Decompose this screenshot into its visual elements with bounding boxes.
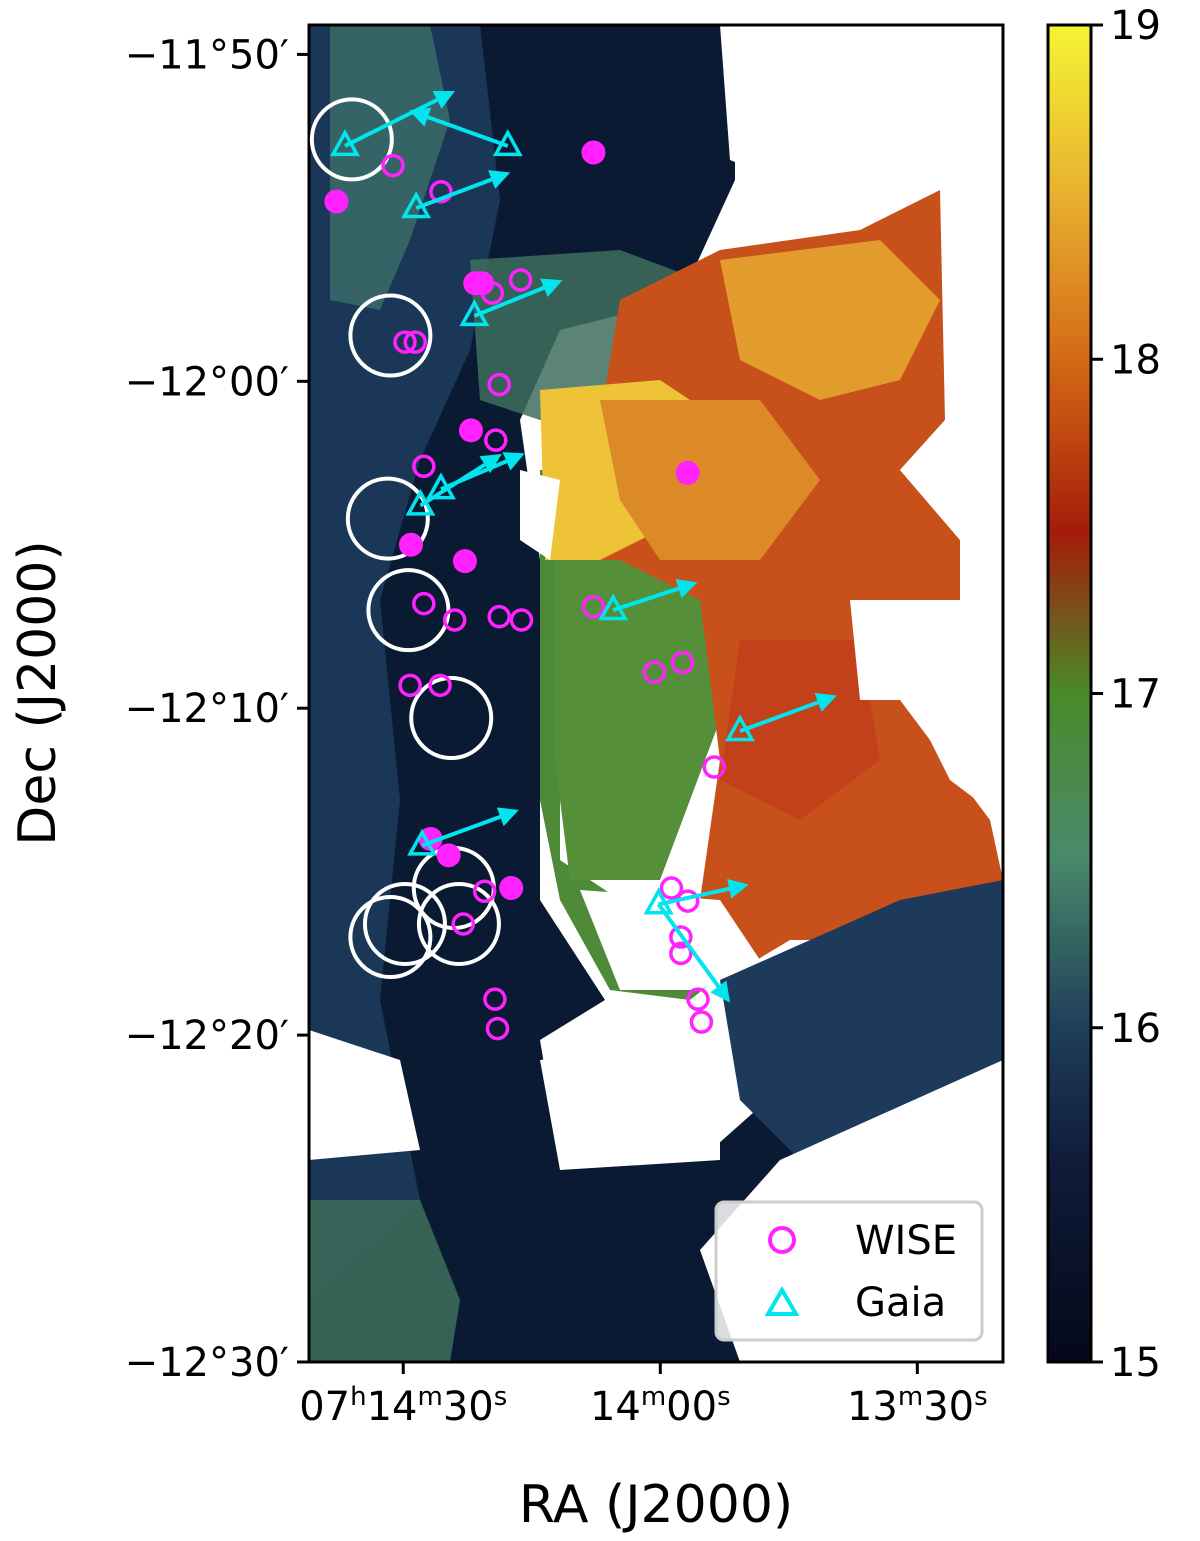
plot-frame [307, 23, 1005, 1364]
y-tick-label-4: −12°30′ [125, 1340, 289, 1386]
white-circle-1 [348, 293, 433, 378]
wise-source-10 [442, 608, 467, 632]
filled-source-4 [458, 418, 483, 443]
gaia-source-6 [598, 593, 629, 621]
y-axis-title: Dec (J2000) [8, 540, 68, 845]
legend-gaia-marker [764, 1286, 800, 1316]
white-circle-8 [348, 895, 433, 980]
colorbar-gradient [1048, 25, 1091, 1362]
wise-source-1 [429, 179, 453, 204]
y-tick-label-2: −12°10′ [125, 686, 289, 732]
wise-source-2 [508, 268, 533, 292]
wise-source-26 [485, 1016, 510, 1041]
white-circle-0 [309, 97, 394, 182]
gaia-source-10 [643, 887, 674, 915]
wise-source-15 [670, 650, 695, 675]
y-tick-label-0: −11°50′ [125, 32, 289, 78]
legend-box [714, 1200, 984, 1342]
colorbar-tick-label-2: 17 [1110, 672, 1161, 718]
gaia-proper-motion-arrow-7 [739, 693, 837, 733]
wise-source-0 [381, 153, 405, 178]
gaia-proper-motion-arrow-6 [612, 579, 698, 613]
wise-source-16 [398, 673, 422, 698]
wise-source-4 [393, 330, 417, 354]
white-circle-6 [416, 881, 501, 966]
wise-source-28 [689, 1010, 714, 1034]
legend: WISE Gaia [714, 1200, 984, 1342]
gaia-proper-motion-arrow-5 [440, 452, 525, 492]
wise-source-8 [412, 454, 436, 479]
gaia-source-3 [459, 299, 490, 327]
gaia-source-5 [425, 472, 456, 500]
filled-source-7 [452, 549, 477, 574]
wise-source-11 [487, 604, 511, 629]
wise-source-13 [581, 595, 606, 619]
colorbar-tick-label-3: 18 [1110, 337, 1161, 383]
gaia-source-7 [724, 714, 755, 742]
gaia-source-8 [407, 828, 438, 856]
gaia-proper-motion-arrow-8 [421, 807, 519, 848]
gaia-proper-motion-arrow-10 [656, 903, 731, 1003]
filled-source-6 [398, 532, 423, 557]
x-axis-title: RA (J2000) [519, 1475, 793, 1535]
filled-source-9 [436, 843, 461, 868]
wise-source-18 [702, 755, 727, 779]
gaia-proper-motion-arrow-0 [344, 90, 455, 148]
wise-source-17 [428, 673, 452, 698]
gaia-source-1 [492, 129, 523, 157]
filled-source-5 [675, 460, 700, 485]
gaia-proper-motion-arrow-2 [415, 170, 511, 210]
gaia-proper-motion-arrow-1 [409, 107, 509, 148]
colorbar-tick-label-4: 19 [1110, 3, 1161, 49]
colorbar-tick-label-1: 16 [1110, 1006, 1161, 1052]
gaia-proper-motion-arrow-3 [473, 278, 563, 318]
wise-source-19 [472, 879, 497, 904]
wise-source-23 [669, 941, 693, 966]
legend-wise-marker [768, 1226, 796, 1254]
x-tick-label-0: 07h14m30s [299, 1382, 507, 1430]
wise-source-20 [451, 912, 475, 936]
x-tick-label-2: 13m30s [847, 1382, 988, 1430]
y-tick-label-3: −12°20′ [125, 1013, 289, 1059]
gaia-source-0 [330, 129, 360, 157]
colorbar: 15 16 17 18 19 [1046, 3, 1161, 1386]
gaia-source-2 [401, 191, 432, 219]
wise-source-9 [412, 591, 436, 616]
gaia-source-4 [405, 488, 436, 516]
colorbar-tick-label-0: 15 [1110, 1340, 1161, 1386]
wise-source-5 [403, 330, 427, 354]
wise-source-14 [642, 660, 667, 685]
filled-source-1 [581, 140, 606, 165]
extinction-map [309, 25, 1003, 1362]
wise-source-12 [509, 608, 534, 632]
white-circle-2 [345, 476, 430, 561]
wise-source-7 [484, 428, 508, 452]
x-tick-label-1: 14m00s [590, 1382, 731, 1430]
filled-source-10 [499, 876, 524, 901]
filled-source-3 [470, 271, 495, 296]
wise-source-21 [659, 876, 684, 900]
white-circle-4 [409, 676, 494, 761]
white-circle-7 [362, 881, 447, 966]
wise-source-27 [686, 987, 710, 1011]
legend-wise-label: WISE [855, 1218, 957, 1264]
wise-source-6 [487, 372, 511, 397]
wise-source-3 [480, 281, 505, 305]
y-tick-label-1: −12°00′ [125, 359, 289, 405]
filled-source-0 [324, 189, 349, 214]
wise-source-25 [483, 987, 507, 1011]
legend-gaia-label: Gaia [855, 1280, 946, 1326]
gaia-proper-motion-arrow-9 [658, 879, 749, 907]
wise-source-24 [669, 925, 693, 949]
